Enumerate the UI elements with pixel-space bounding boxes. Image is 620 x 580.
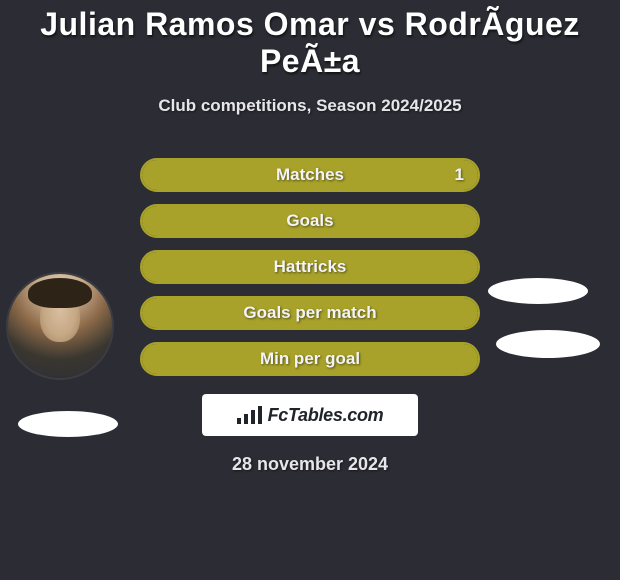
stat-bar-goals-per-match: Goals per match — [140, 296, 480, 330]
bar-label: Goals — [286, 211, 333, 231]
bar-value-right: 1 — [455, 165, 464, 185]
bar-chart-icon — [237, 406, 262, 424]
stat-bar-matches: Matches 1 — [140, 158, 480, 192]
bar-label: Min per goal — [260, 349, 360, 369]
player-left-name-placeholder — [18, 411, 118, 437]
player-right-name-placeholder — [496, 330, 600, 358]
player-right-avatar-placeholder — [488, 278, 588, 304]
stat-bar-min-per-goal: Min per goal — [140, 342, 480, 376]
row-side-right — [490, 152, 610, 198]
blank-oval-icon — [496, 330, 600, 358]
date-label: 28 november 2024 — [0, 454, 620, 475]
page-subtitle: Club competitions, Season 2024/2025 — [0, 96, 620, 116]
page-title: Julian Ramos Omar vs RodrÃ­guez PeÃ±a — [0, 6, 620, 80]
stat-bar-goals: Goals — [140, 204, 480, 238]
blank-oval-icon — [18, 411, 118, 437]
bar-label: Matches — [276, 165, 344, 185]
stat-row: Matches 1 — [0, 152, 620, 198]
stat-bar-hattricks: Hattricks — [140, 250, 480, 284]
bars-column: Matches 1 Goals Hattricks — [0, 152, 620, 382]
bar-label: Goals per match — [243, 303, 376, 323]
player-left-avatar-wrap — [8, 274, 112, 378]
row-side-left — [10, 152, 130, 198]
player-left-avatar — [8, 274, 112, 378]
stat-row: Goals — [0, 198, 620, 244]
row-side-left — [10, 198, 130, 244]
brand-text: FcTables.com — [268, 405, 384, 426]
row-side-right — [490, 198, 610, 244]
blank-oval-icon — [488, 278, 588, 304]
comparison-card: Julian Ramos Omar vs RodrÃ­guez PeÃ±a Cl… — [0, 0, 620, 475]
bar-label: Hattricks — [274, 257, 347, 277]
brand-badge[interactable]: FcTables.com — [202, 394, 418, 436]
